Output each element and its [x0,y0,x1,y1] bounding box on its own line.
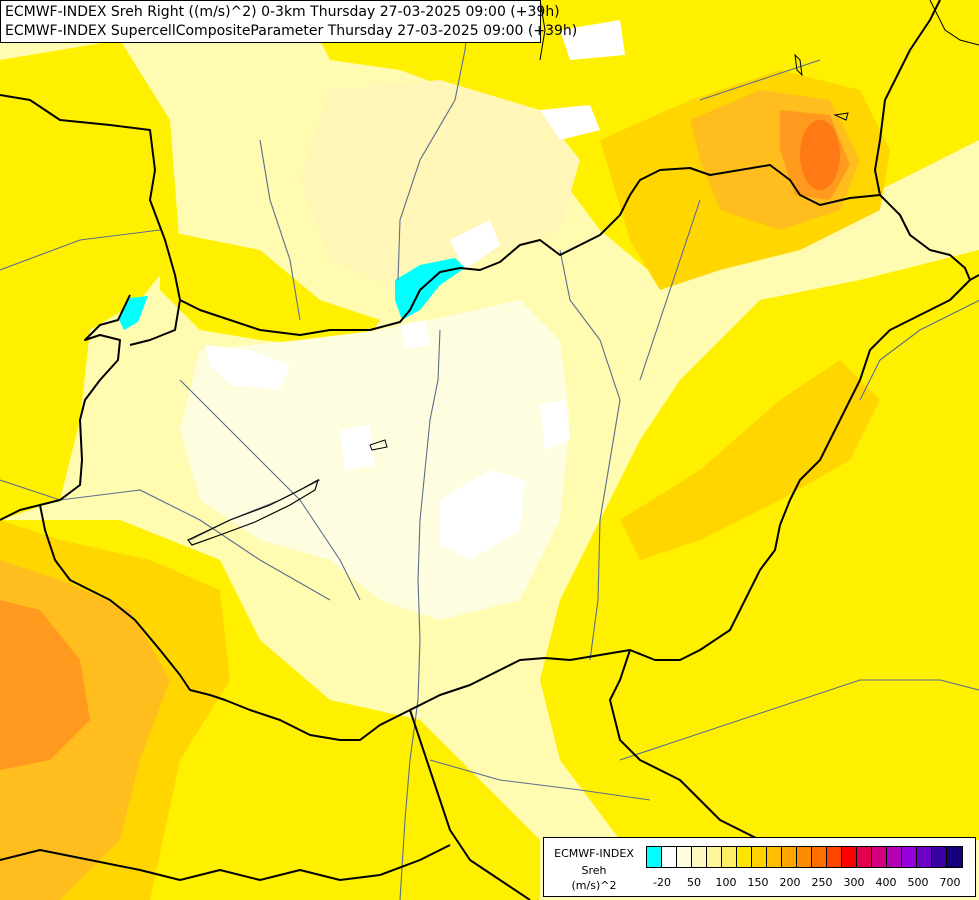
legend-swatch [767,847,782,867]
legend-swatch [752,847,767,867]
field-white-7 [400,320,430,348]
legend-model-name: ECMWF-INDEX [554,847,634,860]
map-title-box: ECMWF-INDEX Sreh Right ((m/s)^2) 0-3km T… [0,0,578,43]
legend-swatch [782,847,797,867]
legend-swatch [812,847,827,867]
legend-swatch [887,847,902,867]
legend-swatch [947,847,962,867]
legend-swatch [917,847,932,867]
lake-small-2 [794,53,803,77]
legend-tick-label: 700 [939,876,961,889]
field-white-5 [450,220,500,270]
legend-tick-label: 50 [687,876,701,889]
legend-tick-label: 400 [875,876,897,889]
lake-balaton [187,478,319,546]
field-white-3 [540,400,570,450]
legend-swatch [677,847,692,867]
legend-swatch [872,847,887,867]
legend-tick-label: 500 [907,876,929,889]
legend-tick-label: 300 [843,876,865,889]
legend-tick-label: -20 [653,876,671,889]
legend-tick-label: 250 [811,876,833,889]
legend-swatch [842,847,857,867]
field-cyan-2 [118,296,148,330]
title-line-2: ECMWF-INDEX SupercellCompositeParameter … [5,23,578,39]
legend-swatch [647,847,662,867]
field-pale-north [300,80,580,290]
legend-tick-label: 200 [779,876,801,889]
field-white-8 [560,20,625,60]
legend-swatch [722,847,737,867]
legend-swatch [932,847,947,867]
legend-swatch [692,847,707,867]
field-white-1 [440,470,525,560]
field-yellow-northwest [160,230,380,350]
legend-swatch [797,847,812,867]
minor-borders [539,0,979,61]
legend-swatch [662,847,677,867]
lake-small-3 [833,112,849,121]
legend-tick-label: 150 [747,876,769,889]
legend-swatch [827,847,842,867]
color-legend: ECMWF-INDEX Sreh (m/s)^2 -20 50 100 150 200 2… [543,837,976,897]
field-white-2 [340,425,375,470]
legend-tick-label: 100 [715,876,737,889]
field-deep-orange-northeast [800,120,840,190]
field-gold-band [620,360,880,560]
lake-small-1 [369,439,388,451]
title-line-1: ECMWF-INDEX Sreh Right ((m/s)^2) 0-3km T… [5,4,560,20]
field-yellow-west [0,40,180,520]
legend-parameter: Sreh [581,864,607,877]
field-orange-southwest [0,600,90,770]
field-white-6 [205,345,290,390]
field-white-4 [540,105,600,140]
legend-swatch [857,847,872,867]
legend-swatch [737,847,752,867]
legend-swatches [646,846,963,868]
legend-swatch [707,847,722,867]
legend-swatch [902,847,917,867]
legend-unit: (m/s)^2 [571,879,617,892]
